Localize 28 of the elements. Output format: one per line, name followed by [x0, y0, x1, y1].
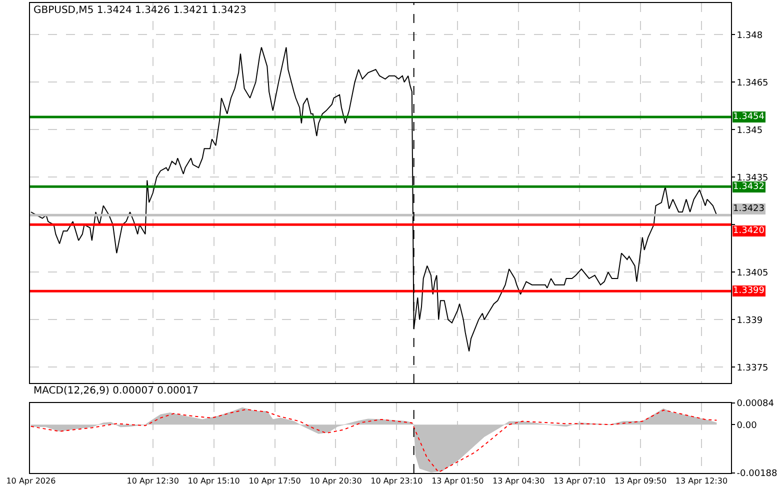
ref-line-label: 1.3423: [733, 204, 764, 214]
ref-line-label: 1.3399: [733, 286, 765, 296]
x-tick-label: 10 Apr 2026: [6, 476, 56, 486]
ref-line-label: 1.3420: [733, 226, 765, 236]
x-tick-label: 13 Apr 09:50: [614, 476, 667, 486]
x-tick-label: 13 Apr 04:30: [492, 476, 545, 486]
x-tick-label: 10 Apr 17:50: [248, 476, 301, 486]
y-tick-label: 1.3405: [736, 268, 768, 278]
x-tick-label: 13 Apr 07:10: [553, 476, 606, 486]
y-tick-label: 0.00084: [736, 399, 774, 410]
y-tick-label: 0.00: [736, 420, 758, 431]
chart-title: MACD(12,26,9) 0.00007 0.00017: [34, 386, 199, 397]
y-tick-label: 1.3465: [736, 78, 768, 88]
y-tick-label: 1.348: [736, 30, 763, 41]
x-tick-label: 13 Apr 01:50: [432, 476, 484, 486]
x-tick-label: 10 Apr 23:10: [370, 476, 423, 486]
y-tick-label: -0.00188: [736, 469, 778, 480]
ref-line-label: 1.3432: [733, 182, 764, 192]
y-tick-label: 1.345: [736, 126, 763, 136]
x-tick-label: 10 Apr 20:30: [310, 476, 362, 486]
x-tick-label: 10 Apr 12:30: [126, 476, 179, 486]
y-tick-label: 1.3375: [736, 363, 768, 374]
y-tick-label: 1.339: [736, 316, 763, 326]
x-tick-label: 13 Apr 12:30: [675, 476, 728, 486]
chart-title: GBPUSD,M5 1.3424 1.3426 1.3421 1.3423: [34, 4, 246, 16]
y-tick-label: 1.3435: [736, 173, 768, 184]
ref-line-label: 1.3454: [733, 112, 765, 122]
x-tick-label: 10 Apr 15:10: [188, 476, 240, 486]
